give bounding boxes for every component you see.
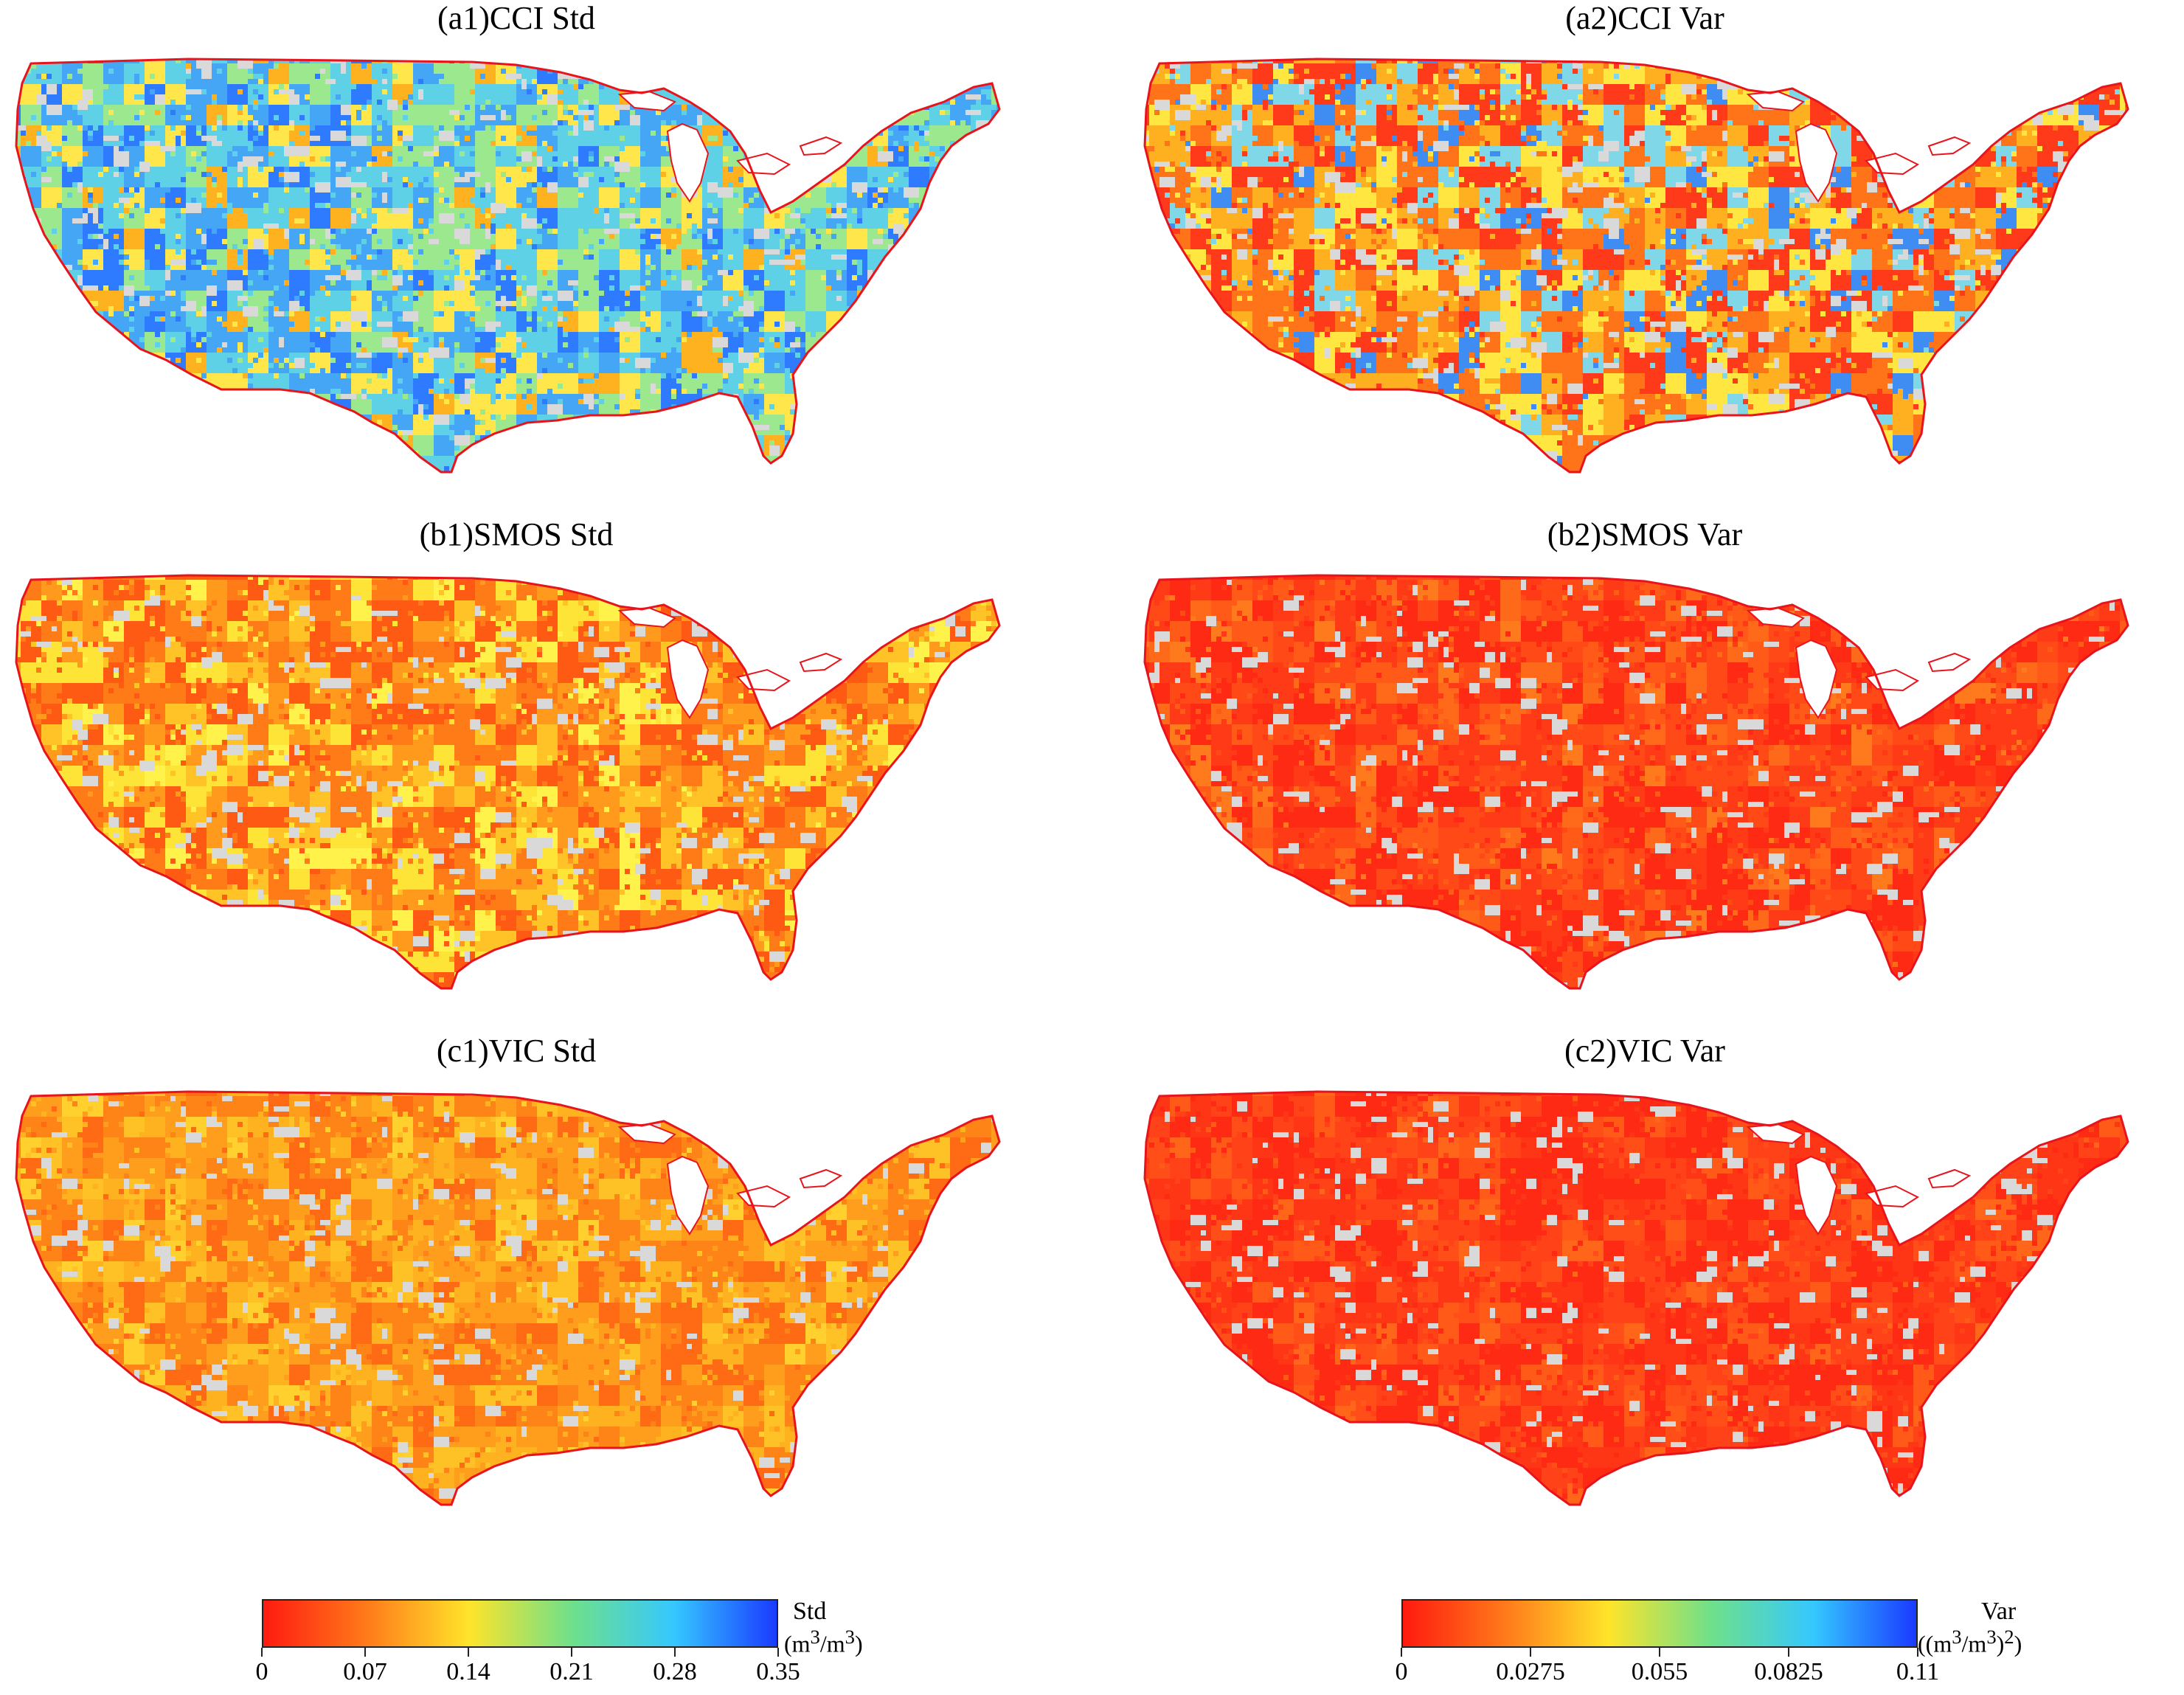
colorbar-tick-label: 0.055 [1632,1658,1688,1686]
lake-outline [799,652,843,673]
colorbar-tick [1530,1648,1531,1657]
colorbar-tick-label: 0 [1396,1658,1408,1686]
soil-moisture-map [1143,1090,2129,1506]
panel-a2: (a2)CCI Var [1129,0,2161,487]
colorbar-unit: (m3/m3) [784,1626,863,1658]
colorbar-tick-label: 0 [256,1658,268,1686]
panel-b2: (b2)SMOS Var [1129,516,2161,1003]
colorbar-tick-label: 0.14 [446,1658,490,1686]
map-grid-cells [1145,1092,2128,1505]
lake-outline [666,122,710,203]
std-colorbar: Std (m3/m3) 0 0.07 0.14 0.21 0.28 0.35 [256,1598,926,1688]
colorbar-gradient [262,1599,778,1648]
colorbar-tick-label: 0.35 [756,1658,800,1686]
soil-moisture-map [15,574,1001,990]
panel-b1: (b1)SMOS Std [0,516,1033,1003]
colorbar-tick [1917,1648,1918,1657]
colorbar-tick [261,1648,263,1657]
var-colorbar: Var ((m3/m3)2) 0 0.0275 0.055 0.0825 0.11 [1396,1598,2065,1688]
map-grid-cells [16,1092,999,1505]
soil-moisture-map [1143,58,2129,474]
lake-outline [1927,652,1972,673]
colorbar-tick [571,1648,572,1657]
us-border-outline [15,574,1001,990]
soil-moisture-map [15,58,1001,474]
map-grid-cells [1145,59,2128,472]
map-grid-cells [1145,575,2128,988]
colorbar-tick [1788,1648,1789,1657]
colorbar-title: Var [1981,1598,2016,1626]
lake-outline [1927,136,1972,156]
map-grid-cells [16,59,999,472]
us-border-outline [1143,574,2129,990]
colorbar-tick [777,1648,779,1657]
lake-outline [1795,639,1838,719]
colorbar-tick-label: 0.0275 [1496,1658,1565,1686]
lake-outline [666,1155,710,1235]
lake-outline [1795,1155,1838,1235]
panel-a1: (a1)CCI Std [0,0,1033,487]
colorbar-tick [364,1648,366,1657]
colorbar-tick [468,1648,469,1657]
colorbar-tick [1401,1648,1402,1657]
colorbar-tick [1659,1648,1660,1657]
colorbar-tick-label: 0.11 [1896,1658,1939,1686]
lake-outline [1927,1168,1972,1189]
us-border-outline [1143,58,2129,474]
panel-title: (a2)CCI Var [1129,0,2161,37]
colorbar-tick [674,1648,676,1657]
colorbar-tick-label: 0.07 [343,1658,387,1686]
lake-outline [666,639,710,719]
soil-moisture-map [15,1090,1001,1506]
map-grid-cells [16,575,999,988]
panel-title: (a1)CCI Std [0,0,1033,37]
colorbar-title: Std [793,1598,826,1626]
lake-outline [799,136,843,156]
panel-title: (b2)SMOS Var [1129,516,2161,553]
panel-title: (b1)SMOS Std [0,516,1033,553]
colorbar-tick-label: 0.21 [550,1658,594,1686]
panel-c2: (c2)VIC Var [1129,1033,2161,1519]
us-border-outline [15,58,1001,474]
panel-title: (c2)VIC Var [1129,1033,2161,1070]
lake-outline [1795,122,1838,203]
us-border-outline [1143,1090,2129,1506]
colorbar-tick-label: 0.0825 [1754,1658,1823,1686]
colorbar-unit: ((m3/m3)2) [1918,1626,2022,1658]
us-border-outline [15,1090,1001,1506]
soil-moisture-map [1143,574,2129,990]
panel-title: (c1)VIC Std [0,1033,1033,1070]
lake-outline [799,1168,843,1189]
colorbar-gradient [1401,1599,1918,1648]
colorbar-tick-label: 0.28 [653,1658,697,1686]
panel-c1: (c1)VIC Std [0,1033,1033,1519]
